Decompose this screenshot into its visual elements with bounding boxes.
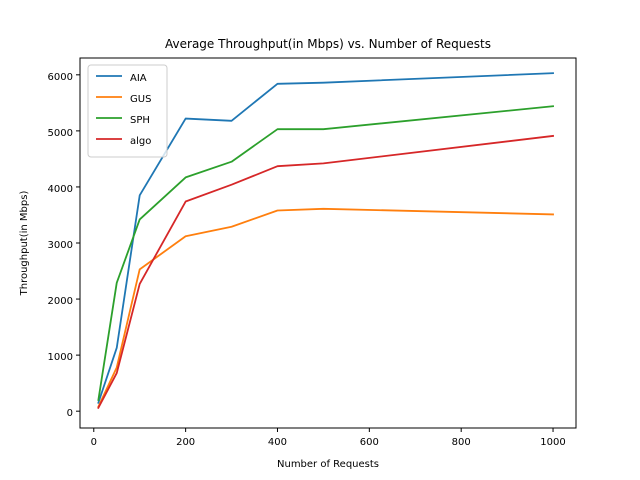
legend-label-gus: GUS bbox=[130, 94, 151, 105]
legend-label-aia: AIA bbox=[130, 73, 147, 84]
y-tick-label: 0 bbox=[67, 408, 73, 419]
x-tick-label: 1000 bbox=[540, 437, 565, 448]
y-tick-label: 4000 bbox=[48, 184, 73, 195]
y-tick-label: 5000 bbox=[48, 128, 73, 139]
y-tick-label: 6000 bbox=[48, 72, 73, 83]
series-line-algo bbox=[97, 134, 555, 410]
series-lines bbox=[97, 72, 555, 410]
x-axis: 0 200 400 600 800 1000 bbox=[91, 428, 566, 448]
x-axis-title: Number of Requests bbox=[277, 459, 379, 470]
legend-label-sph: SPH bbox=[130, 115, 150, 126]
x-tick-label: 0 bbox=[91, 437, 97, 448]
legend: AIA GUS SPH algo bbox=[87, 64, 168, 158]
y-tick-label: 2000 bbox=[48, 296, 73, 307]
x-tick-label: 600 bbox=[360, 437, 379, 448]
x-tick-label: 400 bbox=[268, 437, 287, 448]
y-tick-label: 1000 bbox=[48, 352, 73, 363]
y-tick-label: 3000 bbox=[48, 240, 73, 251]
series-line-aia bbox=[97, 72, 554, 404]
plot-frame bbox=[79, 57, 577, 429]
x-tick-label: 200 bbox=[176, 437, 195, 448]
series-line-sph bbox=[97, 105, 555, 401]
x-tick-label: 800 bbox=[452, 437, 471, 448]
y-axis: 0 1000 2000 3000 4000 5000 6000 bbox=[48, 72, 80, 419]
legend-box bbox=[87, 64, 168, 158]
legend-label-algo: algo bbox=[130, 136, 151, 147]
y-axis-title: Throughput(in Mbps) bbox=[19, 191, 30, 297]
series-line-gus bbox=[97, 207, 554, 408]
chart-title: Average Throughput(in Mbps) vs. Number o… bbox=[165, 37, 491, 51]
